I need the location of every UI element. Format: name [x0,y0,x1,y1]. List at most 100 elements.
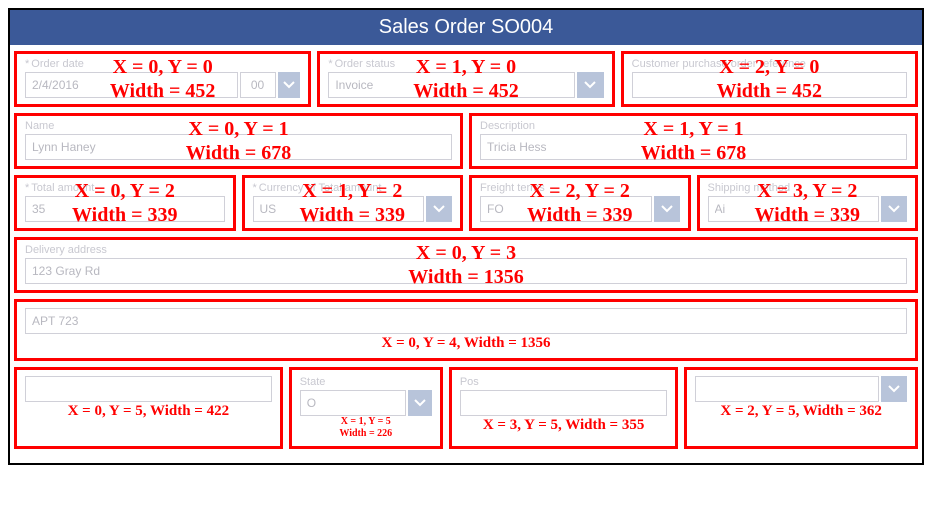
input-row [695,376,907,402]
field-label: *Order status [328,58,603,70]
chevron-down-icon[interactable] [278,72,301,98]
time-input[interactable] [240,72,276,98]
field-label: Pos [460,376,668,388]
page-title: Sales Order SO004 [379,16,554,38]
field-label-text: Order status [335,58,396,70]
input-row [25,72,300,98]
text-input[interactable] [300,390,407,416]
grid-annotation: X = 1, Y = 5Width = 226 [300,416,432,440]
input-row [328,72,603,98]
text-input[interactable] [25,134,452,160]
field-label: Delivery address [25,244,907,256]
field-label-text: Total amount [31,182,94,194]
field-label: *Order date [25,58,300,70]
text-input[interactable] [480,134,907,160]
chevron-down-icon[interactable] [654,196,680,222]
form-cell: *Total amountX = 0, Y = 2Width = 339 [14,175,236,231]
form-cell: Pos X = 3, Y = 5, Width = 355 [449,367,679,449]
text-input[interactable] [460,390,668,416]
field-label: Name [25,120,452,132]
form-cell: X = 2, Y = 5, Width = 362 [684,367,918,449]
field-label-text: Pos [460,376,479,388]
text-input[interactable] [25,308,907,334]
form-row: *Total amountX = 0, Y = 2Width = 339*Cur… [14,175,918,231]
required-indicator: * [328,58,332,70]
input-row [25,196,225,222]
form-cell: Freight termsX = 2, Y = 2Width = 339 [469,175,691,231]
form-row: NameX = 0, Y = 1Width = 678DescriptionX … [14,113,918,169]
field-label: State [300,376,432,388]
field-label-text: Order date [31,58,84,70]
form-cell: Customer purchase order referenceX = 2, … [621,51,918,107]
grid-annotation-line: X = 3, Y = 5, Width = 355 [460,416,668,434]
form-cell: NameX = 0, Y = 1Width = 678 [14,113,463,169]
required-indicator: * [253,182,257,194]
grid-annotation-line: X = 0, Y = 5, Width = 422 [25,402,272,420]
window-frame: Sales Order SO004 *Order dateX = 0, Y = … [8,8,924,465]
grid-annotation-line: Width = 226 [300,428,432,440]
chevron-down-icon[interactable] [426,196,452,222]
chevron-down-icon[interactable] [577,72,604,98]
input-row [480,196,680,222]
field-label-text: Name [25,120,54,132]
text-input[interactable] [480,196,652,222]
text-input[interactable] [328,72,575,98]
form-cell: Delivery addressX = 0, Y = 3Width = 1356 [14,237,918,293]
text-input[interactable] [708,196,880,222]
form-row: *Order dateX = 0, Y = 0Width = 452*Order… [14,51,918,107]
grid-annotation: X = 3, Y = 5, Width = 355 [460,416,668,434]
form-cell: X = 0, Y = 4, Width = 1356 [14,299,918,361]
chevron-down-icon[interactable] [881,376,907,402]
grid-annotation-line: X = 1, Y = 5 [300,416,432,428]
form-body: *Order dateX = 0, Y = 0Width = 452*Order… [10,45,922,463]
field-label: *Total amount [25,182,225,194]
text-input[interactable] [25,72,238,98]
input-row [460,390,668,416]
field-label-text: Shipping method [708,182,791,194]
grid-annotation-line: X = 0, Y = 4, Width = 1356 [25,334,907,352]
input-row [25,134,452,160]
field-label: Customer purchase order reference [632,58,907,70]
form-row: X = 0, Y = 5, Width = 422 State X = 1, Y =… [14,367,918,449]
input-row [25,308,907,334]
form-cell: State X = 1, Y = 5Width = 226 [289,367,443,449]
text-input[interactable] [25,196,225,222]
form-cell: *Currency of Total amountX = 1, Y = 2Wid… [242,175,464,231]
field-label: Description [480,120,907,132]
form-cell: Shipping methodX = 3, Y = 2Width = 339 [697,175,919,231]
field-label-text: Delivery address [25,244,107,256]
text-input[interactable] [695,376,879,402]
form-row: X = 0, Y = 4, Width = 1356 [14,299,918,361]
grid-annotation-line: X = 2, Y = 5, Width = 362 [695,402,907,420]
form-cell: *Order statusX = 1, Y = 0Width = 452 [317,51,614,107]
form-cell: X = 0, Y = 5, Width = 422 [14,367,283,449]
text-input[interactable] [632,72,907,98]
grid-annotation: X = 0, Y = 5, Width = 422 [25,402,272,420]
chevron-down-icon[interactable] [408,390,432,416]
field-label: *Currency of Total amount [253,182,453,194]
field-label-text: State [300,376,326,388]
form-cell: *Order dateX = 0, Y = 0Width = 452 [14,51,311,107]
field-label-text: Freight terms [480,182,545,194]
input-row [25,258,907,284]
required-indicator: * [25,58,29,70]
text-input[interactable] [25,376,272,402]
input-row [300,390,432,416]
input-row [480,134,907,160]
form-cell: DescriptionX = 1, Y = 1Width = 678 [469,113,918,169]
input-row [632,72,907,98]
field-label-text: Currency of Total amount [259,182,382,194]
title-bar: Sales Order SO004 [10,10,922,45]
field-label: Freight terms [480,182,680,194]
grid-annotation: X = 0, Y = 4, Width = 1356 [25,334,907,352]
form-row: Delivery addressX = 0, Y = 3Width = 1356 [14,237,918,293]
input-row [708,196,908,222]
field-label-text: Customer purchase order reference [632,58,806,70]
required-indicator: * [25,182,29,194]
chevron-down-icon[interactable] [881,196,907,222]
field-label: Shipping method [708,182,908,194]
input-row [25,376,272,402]
text-input[interactable] [25,258,907,284]
grid-annotation: X = 2, Y = 5, Width = 362 [695,402,907,420]
text-input[interactable] [253,196,425,222]
